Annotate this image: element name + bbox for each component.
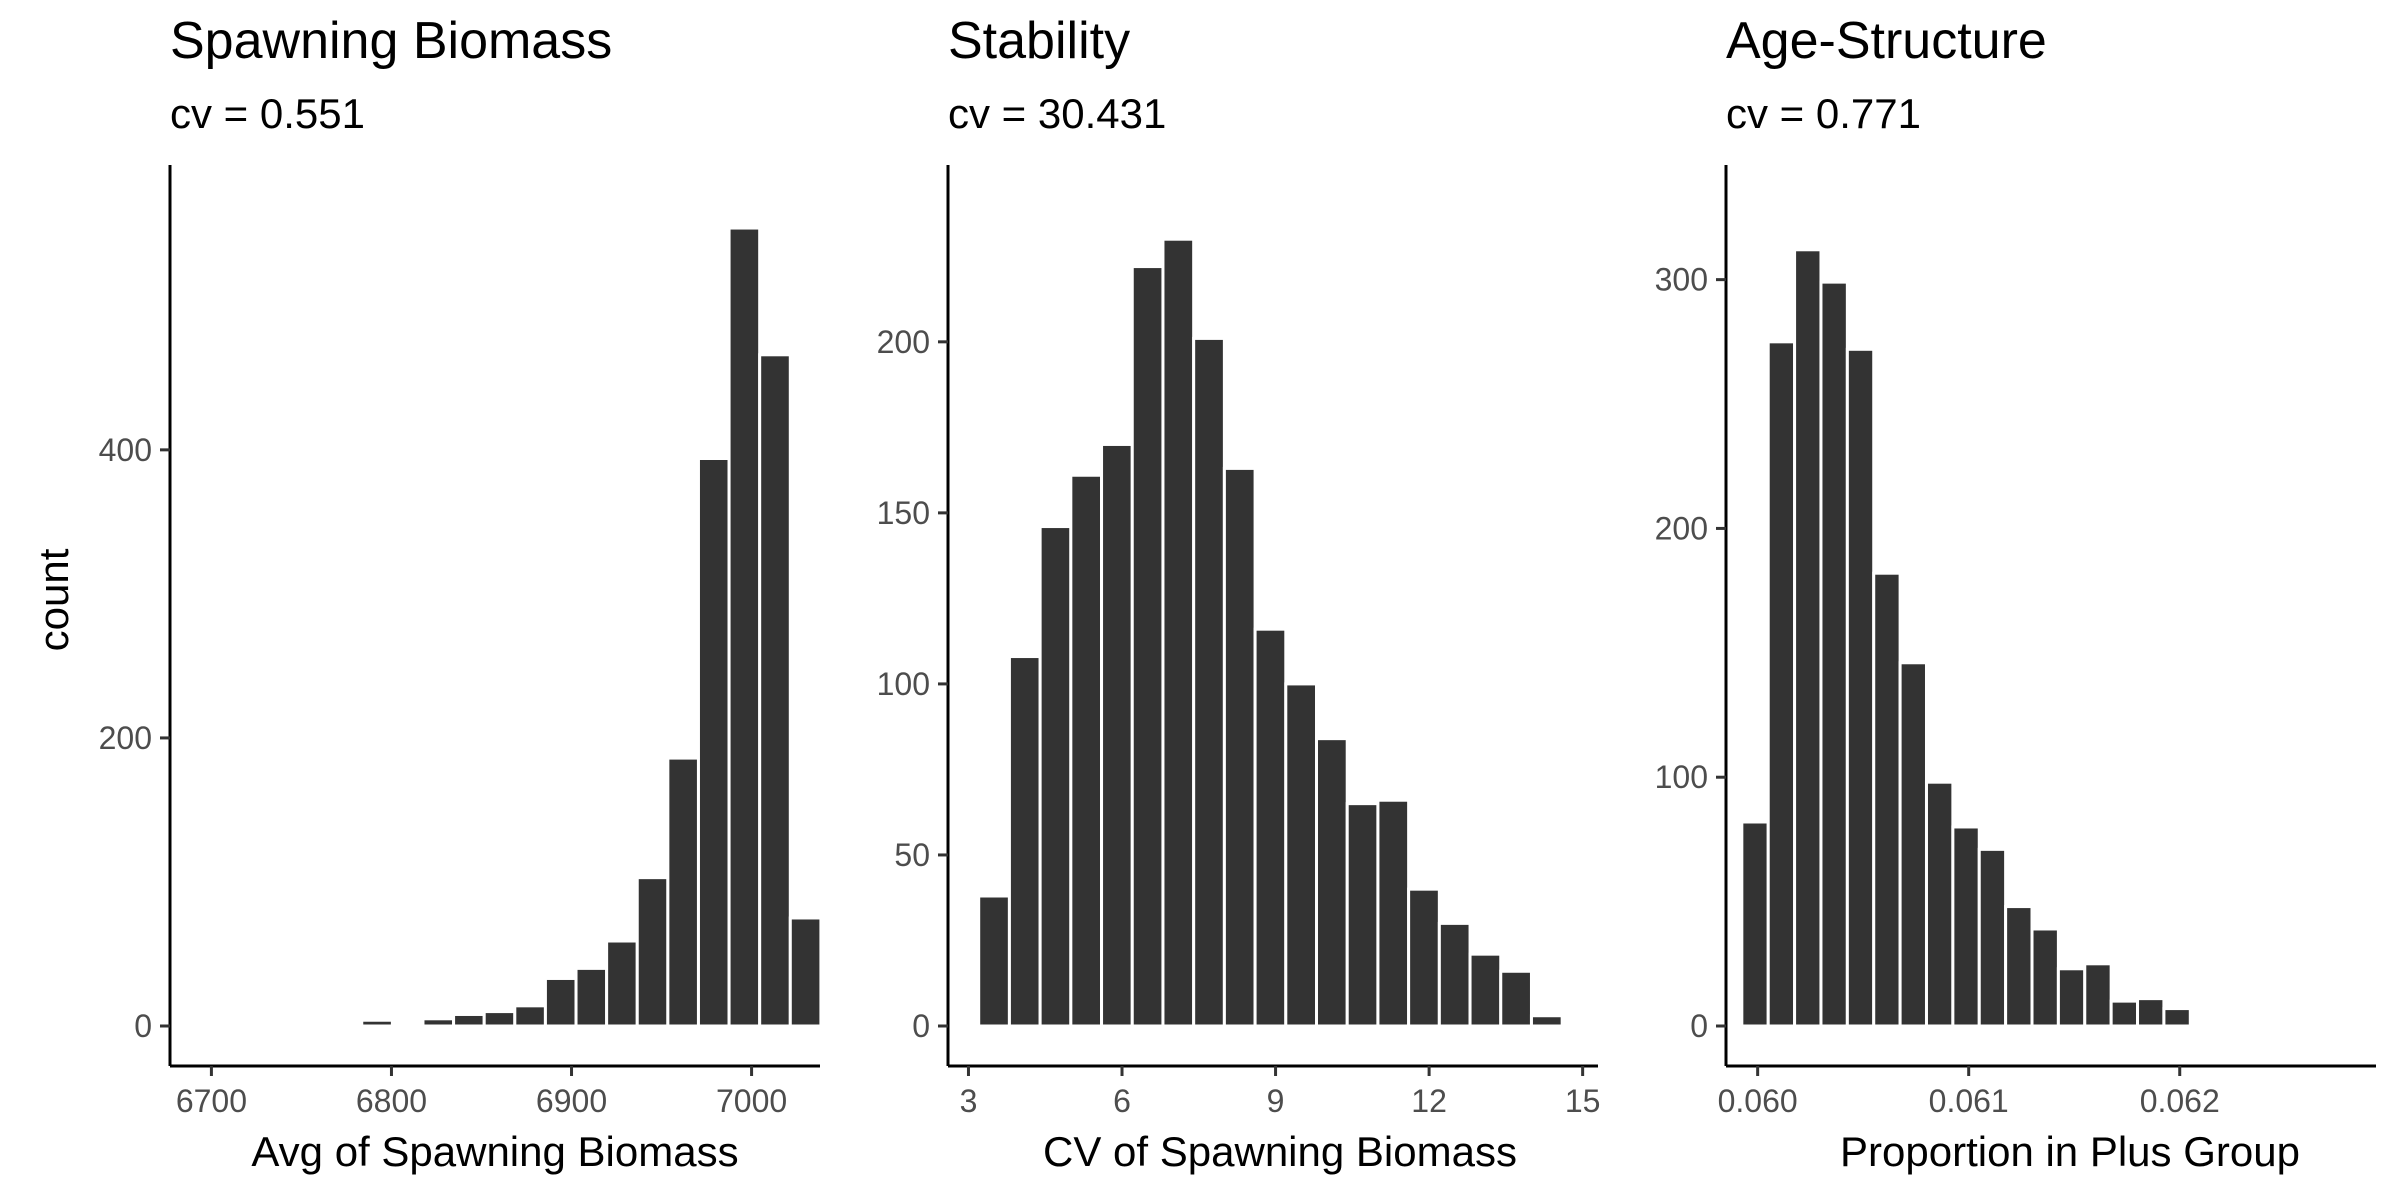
histogram-bar (1766, 340, 1797, 1028)
histogram-bar (513, 1004, 547, 1028)
histogram-bar (1345, 802, 1380, 1028)
histogram-bar (1951, 825, 1981, 1028)
panel-subtitle: cv = 30.431 (948, 90, 1166, 137)
histogram-bar (1376, 798, 1411, 1028)
x-tick-label: 15 (1565, 1083, 1601, 1119)
histogram-bar (574, 966, 609, 1028)
x-axis-label: Avg of Spawning Biomass (251, 1128, 738, 1175)
panel-title: Spawning Biomass (170, 12, 612, 70)
x-tick-label: 7000 (716, 1083, 787, 1119)
y-tick-label: 200 (877, 324, 930, 360)
histogram-bar (2030, 927, 2060, 1028)
y-tick-label: 0 (912, 1008, 930, 1044)
histogram-bar (2162, 1007, 2192, 1028)
y-tick-label: 100 (1655, 759, 1708, 795)
y-tick-label: 400 (99, 432, 152, 468)
x-tick-label: 3 (960, 1083, 978, 1119)
y-axis: 0 50 100 150 200 (877, 165, 950, 1066)
y-tick-label: 200 (1655, 510, 1708, 546)
panel-title: Stability (948, 12, 1130, 70)
histogram-bar (1740, 820, 1770, 1028)
histogram-bar (1793, 248, 1823, 1028)
histogram-bar (1100, 442, 1134, 1028)
histogram-bar (635, 876, 670, 1028)
bar-group (329, 226, 823, 1028)
histogram-bar (758, 353, 792, 1028)
x-tick-label: 6 (1113, 1083, 1131, 1119)
histogram-bar (452, 1012, 486, 1028)
histogram-bar (696, 457, 731, 1028)
x-tick-label: 9 (1267, 1083, 1285, 1119)
histogram-bar (1253, 627, 1288, 1028)
histogram-bar (1130, 265, 1165, 1028)
histogram-bar (1038, 525, 1073, 1028)
histogram-bar (1007, 655, 1042, 1028)
x-axis-label: CV of Spawning Biomass (1043, 1128, 1517, 1175)
histogram-bar (421, 1017, 456, 1028)
histogram-bar (1924, 780, 1955, 1028)
y-axis: 0 100 200 300 (1655, 165, 1728, 1066)
y-tick-label: 150 (877, 495, 930, 531)
histogram-bar (329, 1021, 364, 1028)
histogram-bar (1529, 1014, 1564, 1028)
histogram-bar (1845, 347, 1876, 1028)
histogram-bar (2109, 999, 2140, 1028)
histogram-bar (727, 226, 762, 1028)
y-tick-label: 50 (894, 837, 930, 873)
histogram-bar (482, 1010, 517, 1028)
histogram-bar (1898, 661, 1928, 1028)
histogram-bar (2004, 905, 2034, 1028)
histogram-bar (1407, 887, 1441, 1028)
y-tick-label: 100 (877, 666, 930, 702)
panel-subtitle: cv = 0.771 (1726, 90, 1921, 137)
x-axis-label: Proportion in Plus Group (1840, 1128, 2300, 1175)
histogram-bar (2056, 967, 2087, 1028)
histogram-bar (1499, 969, 1533, 1028)
histogram-bar (1284, 682, 1319, 1028)
histogram-bar (2136, 997, 2166, 1028)
histogram-bar (543, 976, 578, 1028)
histogram-bar (605, 939, 639, 1028)
x-tick-label: 12 (1411, 1083, 1447, 1119)
x-axis: 0.060 0.061 0.062 (1718, 1064, 2376, 1119)
x-tick-label: 0.061 (1929, 1083, 2009, 1119)
y-axis: 0 200 400 (99, 165, 172, 1066)
histogram-bar (1468, 952, 1503, 1028)
panel-spawning-biomass: Spawning Biomass cv = 0.551 0 200 400 6700… (99, 12, 823, 1175)
histogram-bar (788, 916, 823, 1028)
bar-group (977, 237, 1564, 1028)
x-tick-label: 0.062 (2140, 1083, 2220, 1119)
x-axis: 3 6 9 12 15 (948, 1064, 1601, 1119)
histogram-bar (1069, 473, 1104, 1028)
shared-y-axis-label: count (30, 548, 77, 651)
x-axis: 6700 6800 6900 7000 (170, 1064, 820, 1119)
x-tick-label: 6700 (176, 1083, 247, 1119)
histogram-bar (977, 894, 1011, 1028)
x-tick-label: 6800 (356, 1083, 427, 1119)
y-tick-label: 200 (99, 720, 152, 756)
histogram-bar (1872, 571, 1902, 1028)
y-tick-label: 0 (134, 1008, 152, 1044)
y-tick-label: 0 (1690, 1008, 1708, 1044)
histogram-bar (360, 1018, 394, 1028)
histogram-bar (1315, 737, 1349, 1028)
panel-age-structure: Age-Structure cv = 0.771 0 100 200 300 0.06… (1655, 12, 2376, 1175)
panel-subtitle: cv = 0.551 (170, 90, 365, 137)
y-tick-label: 300 (1655, 262, 1708, 298)
x-tick-label: 0.060 (1718, 1083, 1798, 1119)
histogram-bar (1222, 466, 1257, 1028)
histogram-bar (1977, 847, 2008, 1028)
histogram-bar (666, 756, 700, 1028)
histogram-bar (1819, 280, 1849, 1028)
panel-title: Age-Structure (1726, 12, 2047, 70)
histogram-bar (1192, 336, 1226, 1028)
bar-group (1740, 248, 2192, 1028)
histogram-bar (2083, 962, 2113, 1028)
histogram-bar (1437, 921, 1472, 1028)
histogram-bar (1161, 237, 1196, 1028)
panel-stability: Stability cv = 30.431 0 50 100 150 200 3 6 9 12… (877, 12, 1601, 1175)
x-tick-label: 6900 (536, 1083, 607, 1119)
